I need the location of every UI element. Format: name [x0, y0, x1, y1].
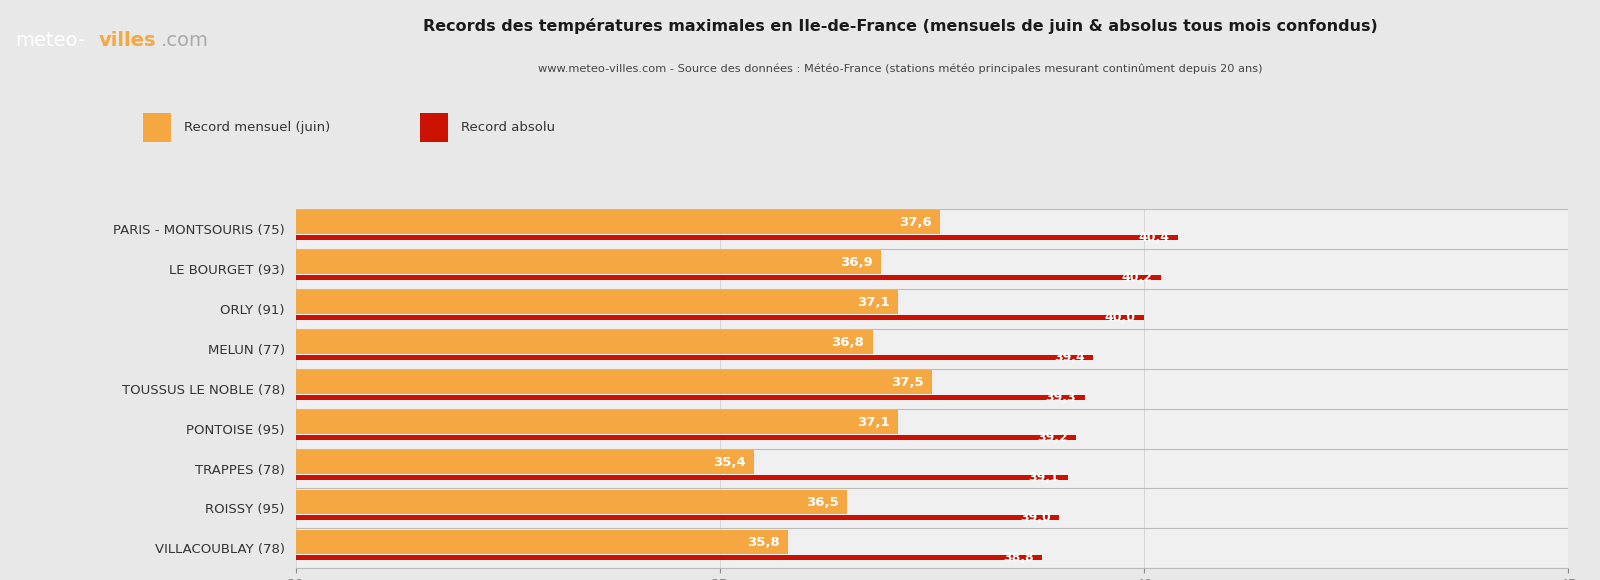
Bar [296, 275, 1162, 280]
Text: 39,3: 39,3 [1045, 391, 1077, 404]
Text: 36,9: 36,9 [840, 256, 872, 269]
Bar [296, 330, 872, 354]
Text: 37,1: 37,1 [858, 416, 890, 429]
Bar [296, 291, 898, 314]
Text: 37,5: 37,5 [891, 376, 923, 389]
Bar [296, 410, 898, 434]
Text: 35,4: 35,4 [712, 456, 746, 469]
Text: 39,4: 39,4 [1054, 351, 1085, 364]
Text: villes: villes [98, 31, 155, 50]
Bar [296, 530, 787, 554]
Text: 36,5: 36,5 [806, 495, 838, 509]
Bar [296, 251, 882, 274]
Text: 39,0: 39,0 [1019, 511, 1051, 524]
Bar [296, 395, 1085, 400]
Text: 35,8: 35,8 [747, 535, 779, 549]
Bar [142, 113, 171, 142]
Text: 36,8: 36,8 [832, 336, 864, 349]
Text: www.meteo-villes.com - Source des données : Météo-France (stations météo princip: www.meteo-villes.com - Source des donnée… [538, 63, 1262, 74]
Bar [419, 113, 448, 142]
Text: 37,1: 37,1 [858, 296, 890, 309]
Bar [296, 315, 1144, 320]
Bar [296, 355, 1093, 360]
Text: 38,8: 38,8 [1003, 551, 1034, 564]
Text: Record absolu: Record absolu [461, 121, 555, 134]
Text: 40,0: 40,0 [1104, 311, 1136, 324]
Text: Record mensuel (juin): Record mensuel (juin) [184, 121, 330, 134]
Bar [296, 475, 1067, 480]
Text: meteo-: meteo- [14, 31, 85, 50]
Bar [296, 370, 931, 394]
Text: .com: .com [162, 31, 208, 50]
Text: 40,2: 40,2 [1122, 271, 1152, 284]
Text: 39,2: 39,2 [1037, 431, 1067, 444]
Bar [296, 450, 754, 474]
Bar [296, 490, 848, 514]
Bar [296, 515, 1059, 520]
Bar [296, 435, 1077, 440]
Bar [296, 235, 1178, 240]
Text: 39,1: 39,1 [1029, 471, 1059, 484]
Text: 37,6: 37,6 [899, 216, 931, 229]
Bar [296, 555, 1042, 560]
Text: 40,4: 40,4 [1139, 231, 1170, 244]
Bar [296, 211, 941, 234]
Text: Records des températures maximales en Ile-de-France (mensuels de juin & absolus : Records des températures maximales en Il… [422, 18, 1378, 34]
